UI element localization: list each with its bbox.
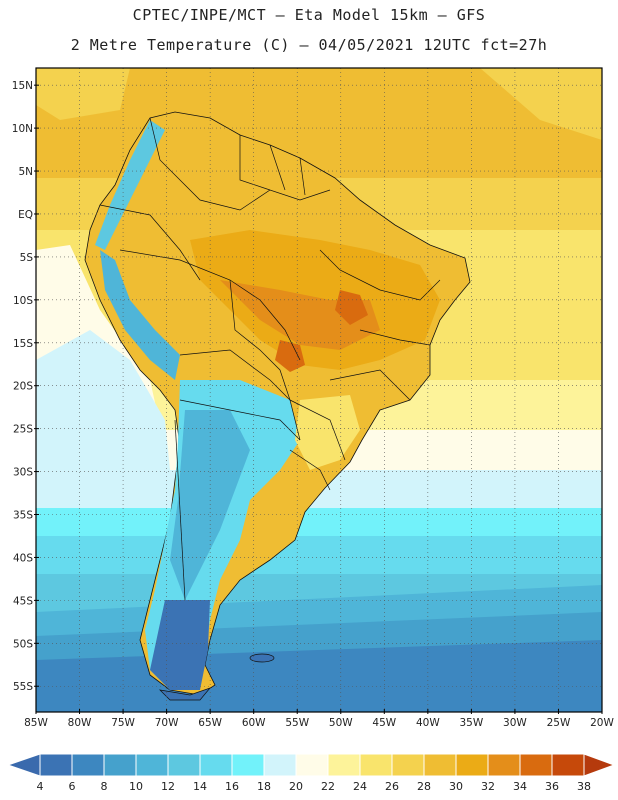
colorbar-swatch — [135, 753, 169, 777]
lon-label: 25W — [547, 717, 571, 729]
lat-label: 40S — [13, 552, 33, 564]
colorbar-tick-label: 22 — [321, 780, 335, 793]
colorbar-low-arrow — [6, 753, 41, 777]
map-title-line-2: 2 Metre Temperature (C) – 04/05/2021 12U… — [70, 36, 548, 54]
colorbar-swatch — [199, 753, 233, 777]
patagonia-cold — [150, 600, 210, 690]
lon-label: 50W — [329, 717, 353, 729]
colorbar — [6, 753, 616, 777]
ocean-band-16 — [36, 508, 602, 538]
lat-label: 35S — [13, 510, 33, 522]
colorbar-tick-label: 18 — [257, 780, 271, 793]
lat-label: 10S — [13, 295, 33, 307]
pacific-cool-18 — [36, 330, 170, 470]
lat-label: 15S — [13, 338, 33, 350]
colorbar-swatch — [263, 753, 297, 777]
colorbar-swatch — [455, 753, 489, 777]
colorbar-tick-label: 14 — [193, 780, 207, 793]
latitude-labels: 15N 10N 5N EQ 5S 10S 15S 20S 25S 30S 35S 40S 45S 50S 5… — [12, 80, 39, 693]
andes-north-cool — [95, 120, 165, 250]
lon-label: 85W — [24, 717, 48, 729]
colorbar-swatch — [519, 753, 553, 777]
lat-label: 20S — [13, 381, 33, 393]
map-title-line-1: CPTEC/INPE/MCT – Eta Model 15km – GFS — [132, 6, 486, 24]
falkland-islands — [249, 653, 275, 663]
lat-label: 50S — [13, 638, 33, 650]
colorbar-tick-label: 6 — [68, 780, 76, 793]
caribbean-band — [36, 68, 130, 120]
colorbar-tick-label: 12 — [161, 780, 175, 793]
colorbar-swatch — [295, 753, 329, 777]
lat-label: 15N — [12, 80, 33, 92]
lon-label: 35W — [460, 717, 484, 729]
colorbar-swatch — [71, 753, 105, 777]
colorbar-tick-label: 20 — [289, 780, 303, 793]
colorbar-tick-label: 16 — [225, 780, 239, 793]
longitude-labels: 85W 80W 75W 70W 65W 60W 55W 50W 45W 40W 35W 30W 25W 2… — [24, 709, 614, 729]
lon-label: 75W — [111, 717, 135, 729]
lat-label: EQ — [18, 209, 33, 221]
lat-label: 30S — [13, 467, 33, 479]
tierra-del-fuego — [158, 687, 212, 701]
lat-label: 45S — [13, 595, 33, 607]
colorbar-swatch — [327, 753, 361, 777]
lat-label: 25S — [13, 424, 33, 436]
lon-label: 45W — [372, 717, 396, 729]
colorbar-high-arrow — [583, 753, 616, 777]
colorbar-tick-label: 34 — [513, 780, 527, 793]
colorbar-tick-label: 8 — [100, 780, 108, 793]
lon-label: 60W — [242, 717, 266, 729]
southeast-brazil-24 — [295, 395, 360, 470]
colorbar-swatch — [167, 753, 201, 777]
colorbar-swatch — [487, 753, 521, 777]
colorbar-tick-label: 24 — [353, 780, 367, 793]
colorbar-swatch — [423, 753, 457, 777]
colorbar-swatch — [39, 753, 73, 777]
lat-label: 55S — [13, 681, 33, 693]
colorbar-tick-label: 26 — [385, 780, 399, 793]
colorbar-tick-label: 4 — [36, 780, 44, 793]
hotspot-34 — [335, 290, 368, 325]
lon-label: 55W — [285, 717, 309, 729]
ocean-band-14 — [36, 536, 602, 576]
colorbar-swatch — [231, 753, 265, 777]
colorbar-tick-label: 28 — [417, 780, 431, 793]
colorbar-tick-label: 10 — [129, 780, 143, 793]
colorbar-tick-label: 36 — [545, 780, 559, 793]
lon-label: 80W — [68, 717, 92, 729]
colorbar-swatch — [391, 753, 425, 777]
lat-label: 5N — [18, 166, 33, 178]
country-borders — [99, 117, 441, 601]
lon-label: 65W — [198, 717, 222, 729]
colorbar-tick-label: 38 — [577, 780, 591, 793]
lon-label: 20W — [590, 717, 614, 729]
graticule — [35, 68, 603, 712]
lon-label: 70W — [155, 717, 179, 729]
atlantic-north-band — [480, 68, 602, 140]
colorbar-tick-label: 32 — [481, 780, 495, 793]
colorbar-swatch — [359, 753, 393, 777]
andes-central-cool — [100, 250, 180, 380]
colorbar-swatch — [103, 753, 137, 777]
colorbar-tick-label: 30 — [449, 780, 463, 793]
lon-label: 30W — [503, 717, 527, 729]
plot-frame — [35, 67, 603, 713]
colorbar-swatch — [551, 753, 585, 777]
interior-hot-32 — [220, 280, 380, 350]
lat-label: 10N — [12, 123, 33, 135]
lat-label: 5S — [20, 252, 34, 264]
lon-label: 40W — [416, 717, 440, 729]
